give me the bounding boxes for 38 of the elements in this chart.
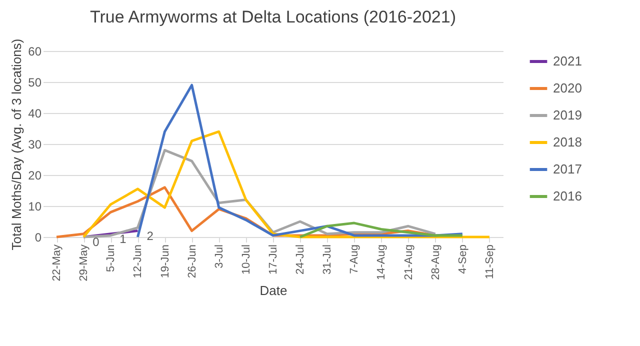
y-tick-label: 50	[28, 76, 42, 90]
x-tick-label: 12-Jun	[132, 244, 144, 278]
x-axis-title: Date	[260, 283, 288, 298]
y-tick-label: 10	[28, 200, 42, 214]
data-label: 1	[120, 232, 127, 246]
y-axis-title: Total Moths/Day (Avg. of 3 locations)	[9, 38, 24, 250]
x-tick-label: 21-Aug	[402, 244, 415, 280]
x-tick-label: 24-Jul	[294, 244, 307, 274]
legend-label: 2017	[553, 162, 582, 176]
data-label: 2	[146, 228, 154, 243]
x-tick-label: 5-Jun	[105, 244, 118, 272]
y-tick-label: 60	[28, 44, 42, 58]
x-tick-label: 31-Jul	[322, 244, 334, 274]
y-tick-label: 0	[34, 230, 42, 244]
legend-label: 2016	[553, 188, 582, 204]
x-tick-label: 28-Aug	[430, 244, 442, 280]
x-tick-label: 10-Jul	[240, 244, 252, 274]
x-tick-label: 14-Aug	[376, 244, 388, 280]
x-tick-label: 29-May	[78, 244, 90, 282]
legend-label: 2020	[553, 80, 582, 96]
y-tick-label: 30	[28, 138, 42, 152]
x-tick-label: 3-Jul	[213, 244, 226, 268]
x-tick-label: 19-Jun	[159, 244, 172, 278]
legend-label: 2021	[553, 54, 582, 68]
chart-title: True Armyworms at Delta Locations (2016-2021)	[90, 7, 456, 26]
data-label: 0	[92, 235, 100, 249]
legend-label: 2019	[553, 108, 582, 122]
y-tick-label: 20	[28, 168, 42, 182]
x-tick-label: 7-Aug	[348, 244, 361, 274]
x-tick-label: 11-Sep	[484, 244, 496, 280]
x-tick-label: 17-Jul	[268, 244, 280, 274]
line-series	[136, 84, 464, 238]
x-tick-label: 22-May	[51, 244, 64, 282]
x-tick-label: 26-Jun	[186, 244, 198, 278]
y-tick-label: 40	[28, 106, 42, 120]
line-series	[298, 222, 464, 238]
x-tick-label: 4-Sep	[456, 244, 469, 274]
legend-label: 2018	[553, 134, 582, 150]
